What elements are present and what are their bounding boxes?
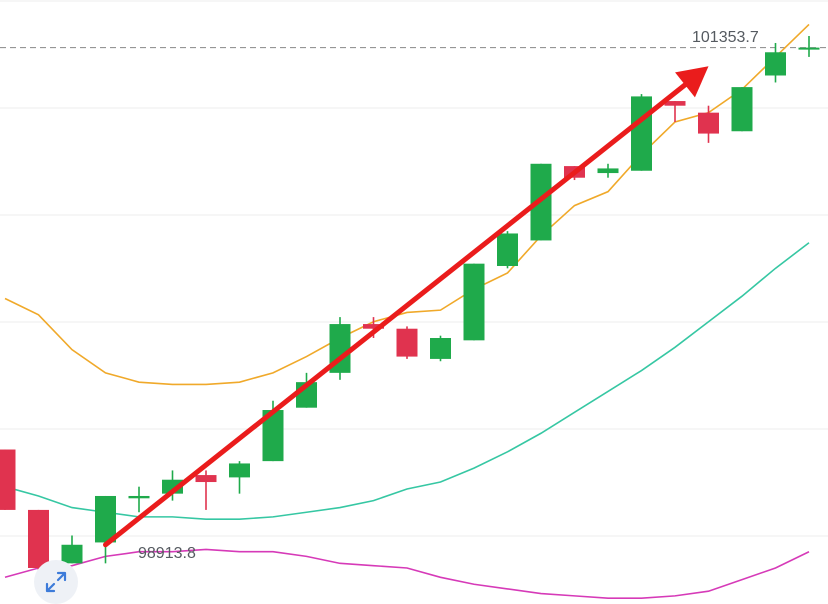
low-price-label: 98913.8 — [138, 545, 196, 562]
candle-up — [497, 231, 518, 269]
candle-body — [61, 544, 83, 564]
candles — [0, 36, 820, 575]
candle-down — [28, 509, 49, 575]
candle-up — [229, 461, 250, 494]
candle-up — [597, 163, 619, 178]
candle-up — [631, 94, 652, 171]
candle-up — [463, 263, 485, 341]
candle-up — [128, 486, 150, 513]
candle-body — [497, 233, 518, 266]
candle-body — [396, 328, 418, 357]
candle-down — [664, 101, 686, 122]
trend-arrow-shaft — [103, 82, 688, 548]
candle-body — [430, 338, 451, 359]
candle-body — [463, 263, 485, 341]
candle-down — [396, 326, 418, 359]
candle-body — [363, 324, 384, 329]
candle-up — [61, 535, 83, 564]
trend-arrow — [103, 66, 709, 548]
candle-down — [698, 105, 719, 143]
candle-body — [597, 168, 619, 174]
price-labels: 101353.7 98913.8 — [138, 29, 759, 562]
candle-body — [631, 96, 652, 171]
candle-down — [0, 449, 16, 510]
candle-body — [28, 509, 49, 568]
candle-body — [765, 52, 786, 76]
candle-body — [664, 101, 686, 106]
trend-arrow-head — [675, 66, 709, 98]
candle-body — [798, 47, 820, 50]
grid-lines — [0, 0, 828, 537]
candle-body — [95, 495, 116, 543]
high-price-label: 101353.7 — [692, 29, 759, 46]
ma-long-line — [4, 242, 810, 521]
expand-diagonal-icon — [45, 571, 67, 593]
candle-body — [128, 495, 150, 499]
candle-up — [731, 87, 753, 132]
candle-up — [798, 36, 820, 57]
candle-body — [195, 475, 217, 483]
candle-body — [229, 463, 250, 478]
candle-body — [0, 449, 16, 510]
candle-body — [262, 410, 284, 462]
candle-down — [195, 470, 217, 510]
candle-up — [95, 495, 116, 564]
candle-body — [698, 112, 719, 134]
candle-up — [765, 42, 786, 83]
candle-up — [430, 335, 451, 362]
ma-bottom-line — [4, 548, 810, 599]
expand-button[interactable] — [34, 560, 78, 604]
candle-body — [731, 87, 753, 132]
moving-averages — [4, 23, 810, 599]
candle-up — [329, 317, 351, 380]
